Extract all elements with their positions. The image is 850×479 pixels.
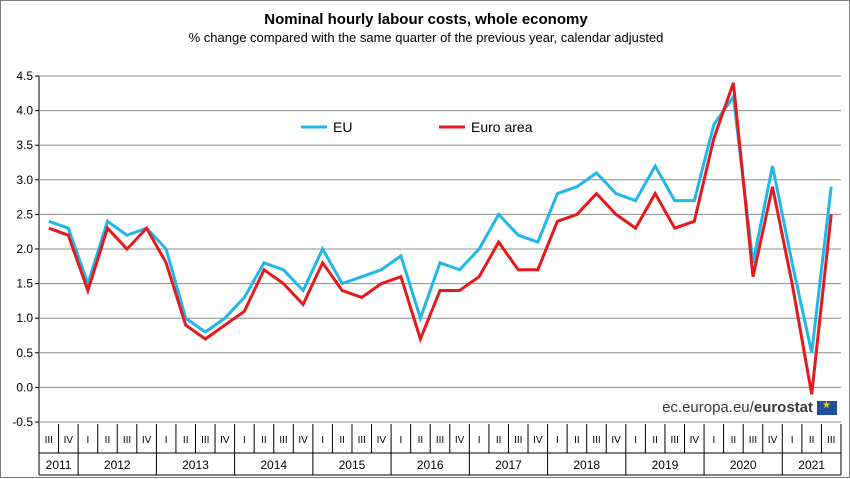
y-tick-label: 1.5 xyxy=(16,277,33,291)
quarter-label: IV xyxy=(142,435,152,446)
year-label: 2018 xyxy=(573,458,600,472)
quarter-label: I xyxy=(634,435,637,446)
quarter-label: III xyxy=(671,435,679,446)
year-label: 2021 xyxy=(798,458,825,472)
quarter-label: III xyxy=(827,435,835,446)
quarter-label: IV xyxy=(64,435,74,446)
quarter-label: III xyxy=(592,435,600,446)
y-tick-label: 4.0 xyxy=(16,104,33,118)
quarter-label: III xyxy=(358,435,366,446)
quarter-label: III xyxy=(45,435,53,446)
source-brand: eurostat xyxy=(754,399,813,416)
y-tick-label: 0.0 xyxy=(16,380,33,394)
quarter-label: II xyxy=(574,435,580,446)
quarter-label: III xyxy=(749,435,757,446)
year-label: 2019 xyxy=(652,458,679,472)
quarter-label: I xyxy=(243,435,246,446)
quarter-label: I xyxy=(478,435,481,446)
year-label: 2012 xyxy=(104,458,131,472)
quarter-label: II xyxy=(809,435,815,446)
y-tick-label: 3.5 xyxy=(16,138,33,152)
year-label: 2020 xyxy=(730,458,757,472)
quarter-label: IV xyxy=(690,435,700,446)
quarter-label: II xyxy=(105,435,111,446)
quarter-label: III xyxy=(123,435,131,446)
y-tick-label: 1.0 xyxy=(16,311,33,325)
y-tick-label: 4.5 xyxy=(16,69,33,83)
y-tick-label: 2.0 xyxy=(16,242,33,256)
quarter-label: IV xyxy=(533,435,543,446)
y-tick-label: 3.0 xyxy=(16,173,33,187)
quarter-label: IV xyxy=(455,435,465,446)
quarter-label: I xyxy=(399,435,402,446)
quarter-label: II xyxy=(496,435,502,446)
quarter-label: II xyxy=(652,435,658,446)
y-tick-label: -0.5 xyxy=(12,415,33,429)
quarter-label: II xyxy=(731,435,737,446)
quarter-label: IV xyxy=(768,435,778,446)
quarter-label: III xyxy=(514,435,522,446)
quarter-label: I xyxy=(87,435,90,446)
source-credit[interactable]: ec.europa.eu/eurostat xyxy=(662,399,837,416)
y-tick-label: 0.5 xyxy=(16,346,33,360)
year-label: 2013 xyxy=(182,458,209,472)
y-tick-label: 2.5 xyxy=(16,207,33,221)
quarter-label: IV xyxy=(220,435,230,446)
quarter-label: I xyxy=(791,435,794,446)
legend-eu-label: EU xyxy=(333,119,352,135)
source-site: ec.europa.eu/ xyxy=(662,399,754,416)
quarter-label: I xyxy=(556,435,559,446)
quarter-label: IV xyxy=(298,435,308,446)
year-label: 2015 xyxy=(339,458,366,472)
quarter-label: I xyxy=(321,435,324,446)
quarter-label: II xyxy=(339,435,345,446)
quarter-label: III xyxy=(436,435,444,446)
year-label: 2016 xyxy=(417,458,444,472)
year-label: 2011 xyxy=(46,458,72,472)
quarter-label: II xyxy=(183,435,189,446)
quarter-label: IV xyxy=(611,435,621,446)
quarter-label: II xyxy=(418,435,424,446)
quarter-label: IV xyxy=(377,435,387,446)
legend-euro-area-label: Euro area xyxy=(471,119,533,135)
year-label: 2017 xyxy=(495,458,522,472)
quarter-label: I xyxy=(165,435,168,446)
eu-flag-icon xyxy=(817,401,837,415)
quarter-label: I xyxy=(712,435,715,446)
quarter-label: III xyxy=(279,435,287,446)
year-label: 2014 xyxy=(260,458,287,472)
quarter-label: III xyxy=(201,435,209,446)
quarter-label: II xyxy=(261,435,267,446)
